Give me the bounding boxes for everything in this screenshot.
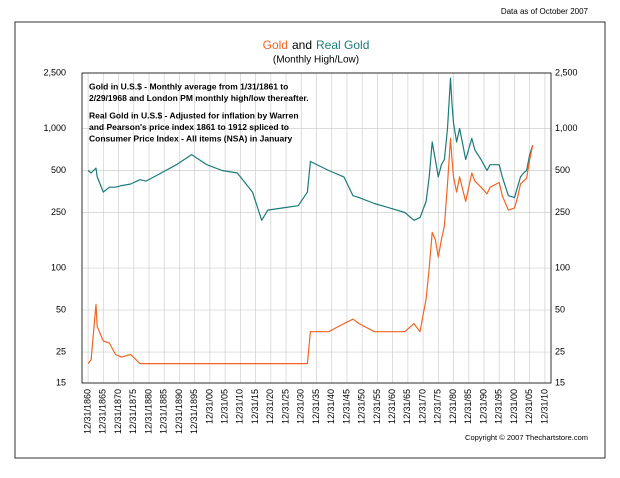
y2-tick-label: 250 xyxy=(555,207,570,217)
x-tick-label: 12/31/00 xyxy=(509,389,519,424)
copyright: Copyright © 2007 Thechartstore.com xyxy=(465,433,588,442)
series-line xyxy=(87,77,534,221)
x-tick-label: 12/31/15 xyxy=(250,389,260,424)
y2-tick-label: 25 xyxy=(555,346,565,356)
x-tick-label: 12/31/75 xyxy=(433,389,443,424)
y2-tick-label: 50 xyxy=(555,304,565,314)
x-tick-label: 12/31/1860 xyxy=(82,389,92,434)
x-tick-label: 12/31/1865 xyxy=(98,389,108,434)
y2-tick-label: 2,500 xyxy=(555,67,578,77)
x-tick-label: 12/31/05 xyxy=(524,389,534,424)
x-tick-label: 12/31/35 xyxy=(311,389,321,424)
chart-title: Gold and Real Gold xyxy=(263,38,370,52)
x-tick-label: 12/31/65 xyxy=(402,389,412,424)
y-tick-label: 250 xyxy=(51,207,66,217)
y-tick-label: 15 xyxy=(56,377,66,387)
x-tick-label: 12/31/1870 xyxy=(113,389,123,434)
frame xyxy=(14,21,606,459)
annotation: Consumer Price Index - All items (NSA) i… xyxy=(89,133,293,143)
annotation: and Pearson's price index 1861 to 1912 s… xyxy=(89,122,289,132)
x-tick-label: 12/31/50 xyxy=(357,389,367,424)
x-tick-label: 12/31/1885 xyxy=(159,389,169,434)
y2-tick-label: 100 xyxy=(555,262,570,272)
x-tick-label: 12/31/20 xyxy=(265,389,275,424)
x-tick-label: 12/31/1875 xyxy=(128,389,138,434)
x-tick-label: 12/31/25 xyxy=(280,389,290,424)
y2-tick-label: 500 xyxy=(555,165,570,175)
annotation: 2/29/1968 and London PM monthly high/low… xyxy=(89,93,309,103)
title-part: Real Gold xyxy=(316,38,369,52)
x-tick-label: 12/31/1895 xyxy=(189,389,199,434)
x-tick-label: 12/31/95 xyxy=(494,389,504,424)
y2-tick-label: 1,000 xyxy=(555,123,578,133)
y-tick-label: 50 xyxy=(56,304,66,314)
annotation: Gold in U.S.$ - Monthly average from 1/3… xyxy=(89,81,288,91)
x-tick-label: 12/31/85 xyxy=(463,389,473,424)
x-tick-label: 12/31/90 xyxy=(478,389,488,424)
x-tick-label: 12/31/05 xyxy=(220,389,230,424)
series-line xyxy=(87,137,534,365)
title-part: and xyxy=(292,38,312,52)
y-tick-label: 25 xyxy=(56,346,66,356)
data-note: Data as of October 2007 xyxy=(501,7,589,16)
chart-subtitle: (Monthly High/Low) xyxy=(273,55,359,66)
y-tick-label: 2,500 xyxy=(43,67,66,77)
x-tick-label: 12/31/40 xyxy=(326,389,336,424)
x-tick-label: 12/31/70 xyxy=(417,389,427,424)
title-part: Gold xyxy=(263,38,288,52)
x-tick-label: 12/31/1890 xyxy=(174,389,184,434)
x-tick-label: 12/31/80 xyxy=(448,389,458,424)
x-tick-label: 12/31/30 xyxy=(296,389,306,424)
x-tick-label: 12/31/10 xyxy=(539,389,549,424)
x-tick-label: 12/31/55 xyxy=(372,389,382,424)
y-tick-label: 500 xyxy=(51,165,66,175)
y2-tick-label: 15 xyxy=(555,377,565,387)
annotation: Real Gold in U.S.$ - Adjusted for inflat… xyxy=(89,110,299,120)
x-tick-label: 12/31/60 xyxy=(387,389,397,424)
x-tick-label: 12/31/1880 xyxy=(143,389,153,434)
y-tick-label: 1,000 xyxy=(43,123,66,133)
x-tick-label: 12/31/10 xyxy=(235,389,245,424)
x-tick-label: 12/31/00 xyxy=(204,389,214,424)
y-tick-label: 100 xyxy=(51,262,66,272)
plot-border xyxy=(81,72,552,384)
x-tick-label: 12/31/45 xyxy=(341,389,351,424)
